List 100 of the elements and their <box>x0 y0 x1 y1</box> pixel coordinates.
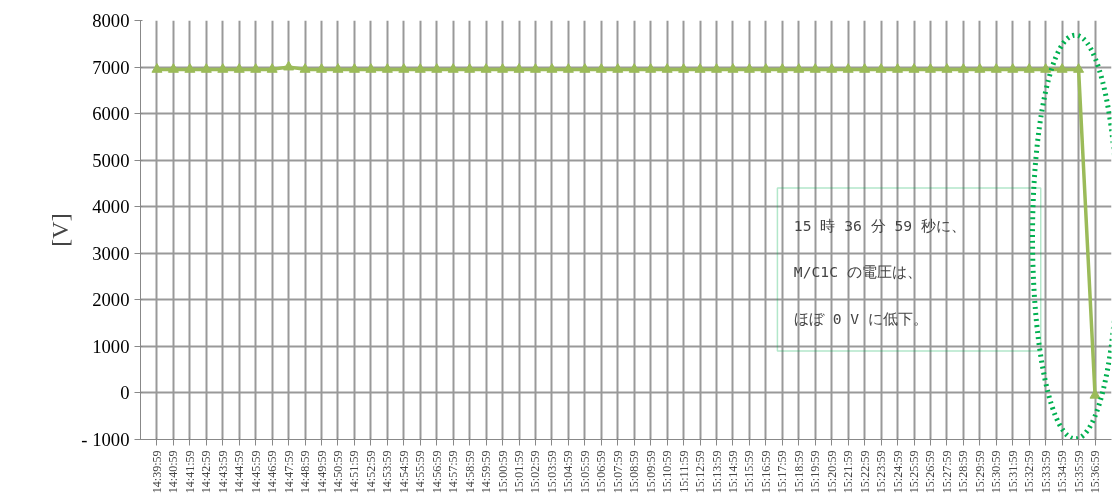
x-tick-label: 15:06:59 <box>594 450 609 494</box>
point <box>184 63 196 73</box>
x-tick-label: 15:01:59 <box>512 450 527 494</box>
x-tick-label: 14:50:59 <box>330 450 345 494</box>
point <box>447 63 459 73</box>
point <box>1056 63 1068 73</box>
point <box>200 63 212 73</box>
x-tick-label: 15:10:59 <box>660 450 675 494</box>
point <box>974 63 986 73</box>
x-tick-label: 14:44:59 <box>232 450 247 494</box>
y-tick-label: 4000 <box>92 196 130 218</box>
point <box>332 63 344 73</box>
point <box>348 63 360 73</box>
x-tick-label: 14:59:59 <box>479 450 494 494</box>
point <box>1023 63 1035 73</box>
x-tick-label: 15:15:59 <box>742 450 757 494</box>
x-tick-label: 14:49:59 <box>314 450 329 494</box>
x-tick-label: 14:54:59 <box>396 450 411 494</box>
point <box>727 63 739 73</box>
point <box>957 63 969 73</box>
x-tick-label: 14:45:59 <box>248 450 263 494</box>
point <box>908 63 920 73</box>
point <box>875 63 887 73</box>
point <box>776 63 788 73</box>
x-tick-label: 15:07:59 <box>610 450 625 494</box>
x-tick-label: 15:25:59 <box>907 450 922 494</box>
x-tick-label: 15:19:59 <box>808 450 823 494</box>
x-tick-label: 15:13:59 <box>709 450 724 494</box>
point <box>151 63 163 73</box>
annotation: ほぼ 0 V に低下。 <box>793 309 928 327</box>
x-tick-label: 15:02:59 <box>528 450 543 494</box>
x-tick-label: 15:20:59 <box>824 450 839 494</box>
x-tick-label: 14:47:59 <box>281 450 296 494</box>
point <box>595 63 607 73</box>
x-tick-label: 14:43:59 <box>215 450 230 494</box>
point <box>809 63 821 73</box>
y-tick-label: 3000 <box>92 242 130 264</box>
y-tick-label: 2000 <box>92 289 130 311</box>
x-tick-label: 14:48:59 <box>298 450 313 494</box>
x-tick-label: 15:26:59 <box>923 450 938 494</box>
x-tick-label: 15:23:59 <box>874 450 889 494</box>
point <box>826 63 838 73</box>
x-tick-label: 15:17:59 <box>775 450 790 494</box>
x-tick-label: 15:29:59 <box>972 450 987 494</box>
x-tick-label: 14:53:59 <box>380 450 395 494</box>
point <box>579 63 591 73</box>
point <box>1007 63 1019 73</box>
point <box>299 63 311 73</box>
point <box>711 63 723 73</box>
point <box>760 63 772 73</box>
x-tick-label: 15:00:59 <box>495 450 510 494</box>
point <box>793 63 805 73</box>
x-tick-label: 15:09:59 <box>643 450 658 494</box>
x-tick-label: 15:35:59 <box>1071 450 1086 494</box>
point <box>562 63 574 73</box>
y-tick-label: 5000 <box>92 149 130 171</box>
x-tick-label: 15:03:59 <box>544 450 559 494</box>
x-tick-label: 15:11:59 <box>676 450 691 493</box>
y-tick-label: 0 <box>120 382 130 404</box>
x-tick-label: 15:24:59 <box>890 450 905 494</box>
x-tick-label: 14:58:59 <box>462 450 477 494</box>
point <box>283 60 295 71</box>
x-tick-label: 14:42:59 <box>199 450 214 494</box>
x-tick-label: 14:56:59 <box>429 450 444 494</box>
annotation: M/C1C の電圧は、 <box>793 263 922 281</box>
point <box>167 63 179 73</box>
point <box>513 63 525 73</box>
point <box>217 63 229 73</box>
y-axis-title: [V] <box>47 213 74 247</box>
annotation: 15 時 36 分 59 秒に、 <box>793 216 966 234</box>
point <box>612 63 624 73</box>
x-tick-label: 14:52:59 <box>363 450 378 494</box>
x-tick-label: 15:16:59 <box>758 450 773 494</box>
point <box>316 63 328 73</box>
y-tick-label: - 1000 <box>81 429 130 450</box>
point <box>365 63 377 73</box>
point <box>266 63 278 73</box>
point <box>661 63 673 73</box>
x-tick-label: 14:40:59 <box>166 450 181 494</box>
point <box>842 63 854 73</box>
point <box>628 63 640 73</box>
point <box>546 63 558 73</box>
x-tick-label: 15:21:59 <box>841 450 856 494</box>
x-tick-label: 15:33:59 <box>1038 450 1053 494</box>
point <box>398 63 410 73</box>
y-tick-label: 1000 <box>92 335 130 357</box>
point <box>924 63 936 73</box>
x-tick-label: 15:28:59 <box>956 450 971 494</box>
point <box>480 63 492 73</box>
point <box>1040 63 1052 73</box>
point <box>414 63 426 73</box>
x-tick-label: 15:18:59 <box>791 450 806 494</box>
x-tick-label: 15:08:59 <box>627 450 642 494</box>
point <box>381 63 393 73</box>
x-tick-label: 14:41:59 <box>182 450 197 494</box>
x-tick-label: 15:05:59 <box>577 450 592 494</box>
point <box>892 63 904 73</box>
y-tick-label: 6000 <box>92 103 130 125</box>
point <box>645 63 657 73</box>
x-tick-label: 15:12:59 <box>693 450 708 494</box>
